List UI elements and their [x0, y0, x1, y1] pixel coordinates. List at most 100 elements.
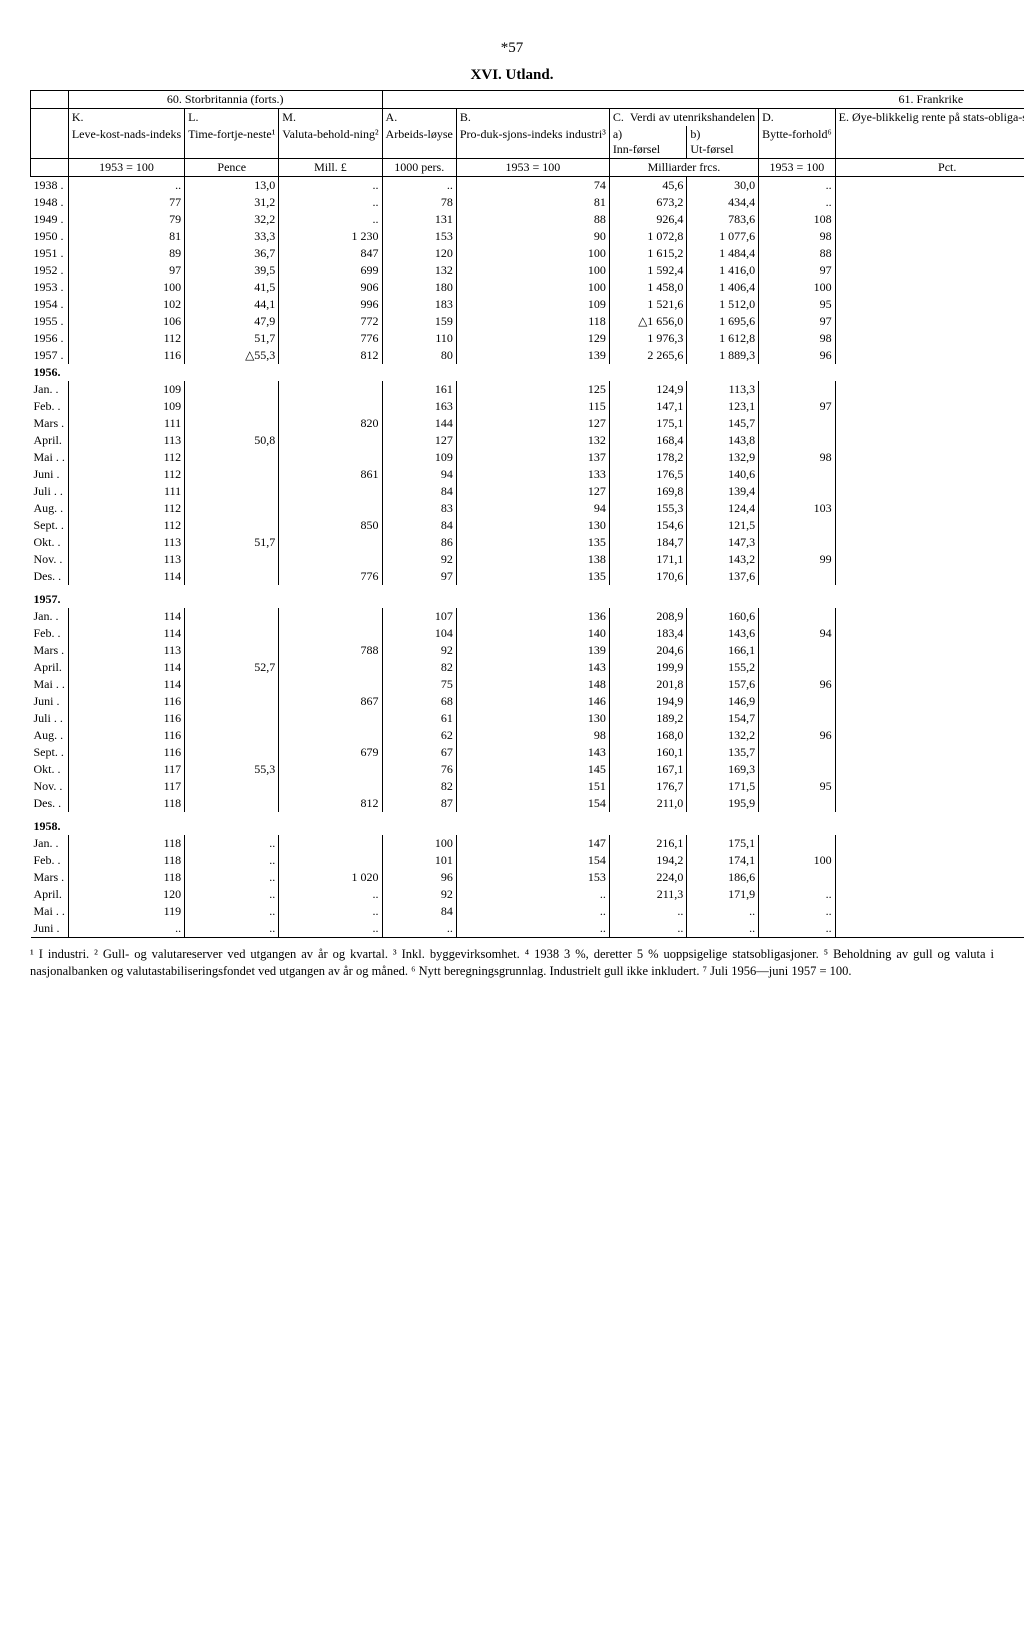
row-label: 1953 .	[31, 279, 69, 296]
cell: ..	[759, 886, 836, 903]
cell: 124,9	[609, 381, 687, 398]
row-label: Jan. .	[31, 381, 69, 398]
cell: 169,3	[687, 761, 759, 778]
cell: 127	[456, 415, 609, 432]
cell: 199,9	[609, 659, 687, 676]
cell: 143,2	[687, 551, 759, 568]
cell: 124,4	[687, 500, 759, 517]
cell: 135,7	[687, 744, 759, 761]
cell	[185, 398, 279, 415]
cell	[185, 727, 279, 744]
cell	[185, 795, 279, 812]
cell: 189,2	[609, 710, 687, 727]
cell: 113	[68, 551, 184, 568]
table-row: Sept. .11667967143160,1135,76,1010910516…	[31, 744, 1024, 761]
cell: 13,0	[185, 177, 279, 195]
cell: 117	[68, 778, 184, 795]
cell: 171,9	[687, 886, 759, 903]
cell: ..	[185, 886, 279, 903]
row-label: April.	[31, 659, 69, 676]
cell	[185, 568, 279, 585]
table-row: 1951 .8936,78471201001 615,21 484,4886,5…	[31, 245, 1024, 262]
cell: 6,06	[835, 761, 1024, 778]
cell: 83	[382, 500, 456, 517]
cell	[759, 517, 836, 534]
cell: ..	[456, 920, 609, 938]
cell: 81	[456, 194, 609, 211]
row-label: 1950 .	[31, 228, 69, 245]
page-number: *57	[30, 40, 994, 57]
cell: 98	[759, 228, 836, 245]
row-label: Mai . .	[31, 449, 69, 466]
table-row: 1948 .7731,2..7881673,2434,4........66,1…	[31, 194, 1024, 211]
table-row: Mars .111820144127175,1145,75,1910110314…	[31, 415, 1024, 432]
cell	[279, 534, 382, 551]
cell: 32,2	[185, 211, 279, 228]
left-title: 60. Storbritannia (forts.)	[68, 91, 382, 109]
cell: 100	[759, 852, 836, 869]
group-1956: 1956.	[31, 364, 1024, 381]
unit-L: Pence	[185, 159, 279, 177]
col-B: B.	[456, 109, 609, 127]
cell: ..	[279, 194, 382, 211]
cell: ..	[835, 920, 1024, 938]
cell: 74	[456, 177, 609, 195]
cell: 116	[68, 710, 184, 727]
col-B-desc: Pro-duk-sjons-indeks industri³	[456, 126, 609, 159]
cell: 783,6	[687, 211, 759, 228]
cell	[279, 852, 382, 869]
cell: 163	[382, 398, 456, 415]
section-title: XVI. Utland.	[30, 67, 994, 84]
cell: 6,52	[835, 211, 1024, 228]
cell: 171,1	[609, 551, 687, 568]
cell: ..	[609, 903, 687, 920]
row-label: Des. .	[31, 795, 69, 812]
cell: 111	[68, 483, 184, 500]
cell: 112	[68, 449, 184, 466]
cell: 109	[456, 296, 609, 313]
cell: 5,39	[835, 330, 1024, 347]
cell: 89	[68, 245, 184, 262]
cell: 171,5	[687, 778, 759, 795]
cell: 211,0	[609, 795, 687, 812]
table-row: Juli . .11661130189,2154,76,21106⁷102	[31, 710, 1024, 727]
cell: 178,2	[609, 449, 687, 466]
row-label: Sept. .	[31, 744, 69, 761]
row-label: 1955 .	[31, 313, 69, 330]
cell: 100	[382, 835, 456, 852]
cell: ..	[279, 920, 382, 938]
cell: 109	[68, 398, 184, 415]
col-A-desc: Arbeids-løyse	[382, 126, 456, 159]
cell	[759, 835, 836, 852]
cell: 125	[456, 381, 609, 398]
cell: ..	[687, 920, 759, 938]
cell: 1 615,2	[609, 245, 687, 262]
cell: 108	[759, 211, 836, 228]
cell: 110	[382, 330, 456, 347]
cell: 55,3	[185, 761, 279, 778]
cell: 154,6	[609, 517, 687, 534]
cell	[185, 466, 279, 483]
cell: 6,11	[835, 869, 1024, 886]
cell: 175,1	[609, 415, 687, 432]
cell: 224,0	[609, 869, 687, 886]
cell: 204,6	[609, 642, 687, 659]
cell: 208,9	[609, 608, 687, 625]
row-label: Juli . .	[31, 483, 69, 500]
group-1958: 1958.	[31, 818, 1024, 835]
cell: 168,0	[609, 727, 687, 744]
cell: 117	[68, 761, 184, 778]
col-D: D.	[759, 109, 836, 127]
cell: 6,54	[835, 245, 1024, 262]
cell	[279, 710, 382, 727]
cell	[759, 795, 836, 812]
cell: ..	[759, 194, 836, 211]
cell: 113	[68, 534, 184, 551]
cell: 84	[382, 517, 456, 534]
cell: 812	[279, 795, 382, 812]
cell: 183,4	[609, 625, 687, 642]
table-row: 1956 .11251,77761101291 976,31 612,8985,…	[31, 330, 1024, 347]
cell: 5,41	[835, 279, 1024, 296]
cell: 146,9	[687, 693, 759, 710]
cell	[279, 761, 382, 778]
